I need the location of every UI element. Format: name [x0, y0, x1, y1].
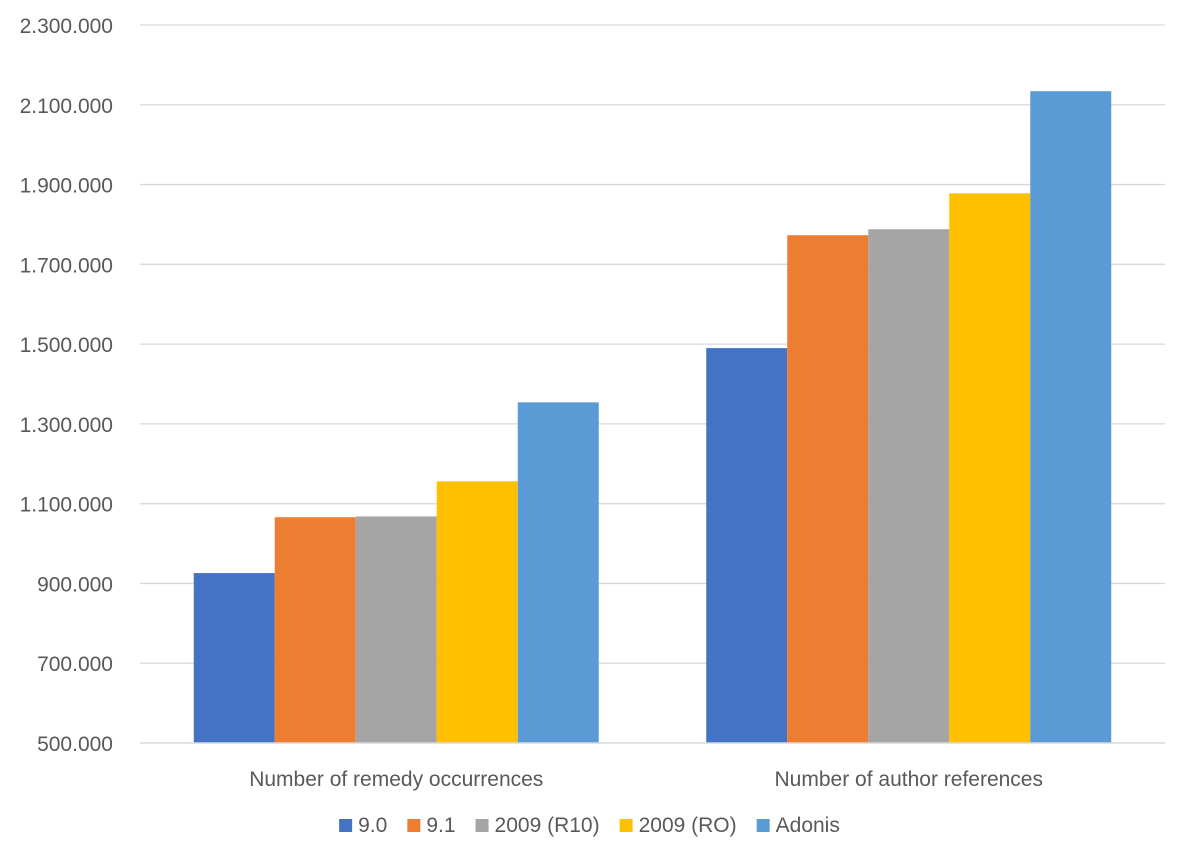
bar-0-1	[274, 517, 356, 743]
y-tick-label: 500.000	[37, 733, 113, 756]
y-tick-label: 2.300.000	[20, 15, 113, 38]
legend: 9.0 9.1 2009 (R10) 2009 (RO) Adonis	[339, 814, 840, 837]
y-tick-label: 2.100.000	[20, 95, 113, 118]
bar-1-1	[787, 235, 869, 743]
bar-0-2	[355, 516, 437, 743]
bar-0-0	[193, 573, 275, 743]
legend-label: 2009 (R10)	[495, 814, 600, 837]
legend-swatch	[407, 819, 421, 832]
y-tick-label: 1.300.000	[20, 414, 113, 437]
y-axis-tick-labels: 500.000 700.000 900.000 1.100.000 1.300.000 1…	[20, 15, 113, 756]
legend-label: 2009 (RO)	[639, 814, 737, 837]
x-category-label: Number of author references	[775, 768, 1043, 791]
legend-label: 9.1	[426, 814, 455, 837]
bars	[193, 91, 1112, 744]
legend-swatch	[619, 819, 633, 832]
bar-0-4	[517, 402, 599, 743]
bar-1-2	[868, 229, 950, 744]
legend-label: 9.0	[358, 814, 387, 837]
y-tick-label: 1.500.000	[20, 334, 113, 357]
y-tick-label: 1.900.000	[20, 175, 113, 198]
y-tick-label: 700.000	[37, 653, 113, 676]
bar-1-4	[1030, 91, 1112, 743]
legend-label: Adonis	[776, 814, 840, 837]
bar-0-3	[436, 481, 518, 743]
y-tick-label: 900.000	[37, 573, 113, 596]
legend-swatch	[339, 819, 353, 832]
legend-swatch	[756, 819, 770, 832]
x-category-label: Number of remedy occurrences	[249, 768, 543, 791]
y-tick-label: 1.700.000	[20, 254, 113, 277]
bar-1-0	[706, 348, 788, 743]
bar-1-3	[949, 193, 1031, 743]
y-tick-label: 1.100.000	[20, 494, 113, 517]
legend-swatch	[475, 819, 489, 832]
x-axis-category-labels: Number of remedy occurrences Number of au…	[249, 768, 1043, 791]
